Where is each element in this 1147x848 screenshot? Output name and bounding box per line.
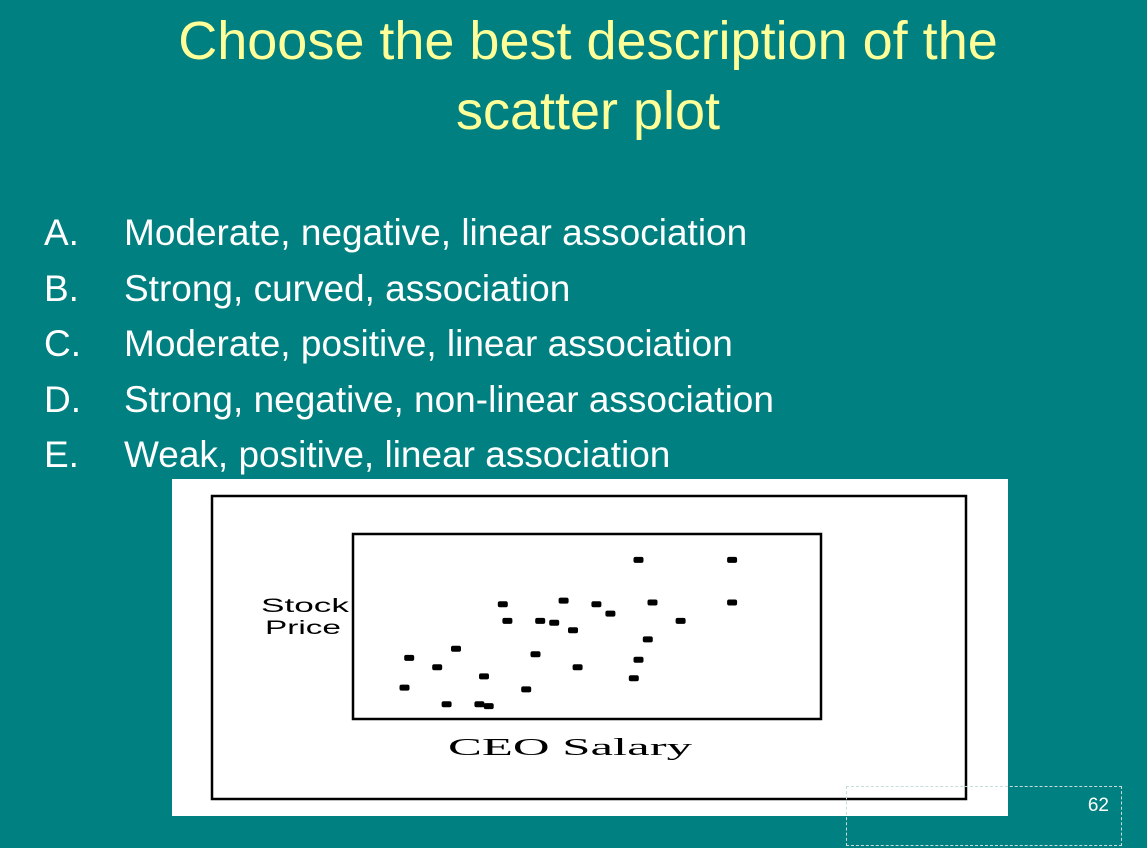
- choice-text: Strong, negative, non-linear association: [124, 378, 774, 420]
- scatter-point: [727, 599, 738, 606]
- title-line-2: scatter plot: [455, 81, 721, 141]
- outer-frame: [210, 494, 968, 801]
- choice-letter: C.: [44, 323, 81, 364]
- slide-number: 62: [1087, 795, 1109, 816]
- scatter-point: [591, 601, 602, 608]
- scatter-point: [647, 599, 658, 606]
- scatter-point: [549, 619, 560, 626]
- scatter-point: [572, 664, 583, 671]
- scatter-point: [633, 556, 644, 563]
- y-axis-label-line-2: Price: [265, 618, 341, 639]
- scatter-point: [521, 686, 532, 693]
- choice-a: A. Moderate, negative, linear association: [44, 205, 774, 261]
- scatter-point: [558, 597, 569, 604]
- scatter-point: [483, 703, 494, 710]
- choice-letter: E.: [44, 434, 79, 475]
- choice-letter: A.: [44, 212, 79, 253]
- data-points: [399, 556, 738, 710]
- plot-area-frame: [351, 532, 823, 721]
- title-line-1: Choose the best description of the: [178, 11, 998, 71]
- choice-text: Weak, positive, linear association: [124, 434, 671, 475]
- scatter-point: [530, 651, 541, 658]
- choice-d: D. Strong, negative, non-linear associati…: [44, 372, 774, 428]
- scatter-point: [628, 675, 639, 682]
- x-axis-label: CEO Salary: [448, 735, 692, 761]
- choice-c: C. Moderate, positive, linear association: [44, 316, 774, 372]
- scatter-plot-figure: Stock Price CEO Salary: [172, 479, 1008, 816]
- scatter-point: [404, 654, 415, 661]
- scatter-point: [399, 684, 410, 691]
- scatter-point: [451, 645, 461, 652]
- choice-e: E. Weak, positive, linear association: [44, 427, 774, 483]
- scatter-point: [474, 701, 485, 708]
- scatter-point: [497, 601, 508, 608]
- choice-letter: B.: [44, 267, 79, 309]
- scatter-point: [502, 617, 513, 624]
- scatter-point: [479, 673, 489, 680]
- answer-choices: A. Moderate, negative, linear association…: [44, 205, 774, 483]
- scatter-point: [675, 617, 686, 624]
- scatter-point: [535, 617, 546, 624]
- scatter-point: [432, 664, 443, 671]
- scatter-point: [605, 610, 616, 617]
- scatter-point: [441, 701, 452, 708]
- y-axis-label-line-1: Stock: [261, 596, 350, 617]
- scatter-plot: Stock Price CEO Salary: [210, 494, 968, 801]
- slide-title: Choose the best description of the scatt…: [60, 6, 1116, 146]
- scatter-point: [642, 636, 653, 643]
- choice-letter: D.: [44, 378, 81, 420]
- choice-text: Moderate, positive, linear association: [124, 323, 733, 364]
- choice-text: Strong, curved, association: [124, 267, 571, 309]
- choice-b: B. Strong, curved, association: [44, 261, 774, 317]
- choice-text: Moderate, negative, linear association: [124, 212, 748, 253]
- scatter-point: [633, 656, 644, 663]
- scatter-point: [568, 627, 578, 634]
- slide-number-placeholder: 62: [846, 786, 1122, 846]
- scatter-point: [727, 556, 738, 563]
